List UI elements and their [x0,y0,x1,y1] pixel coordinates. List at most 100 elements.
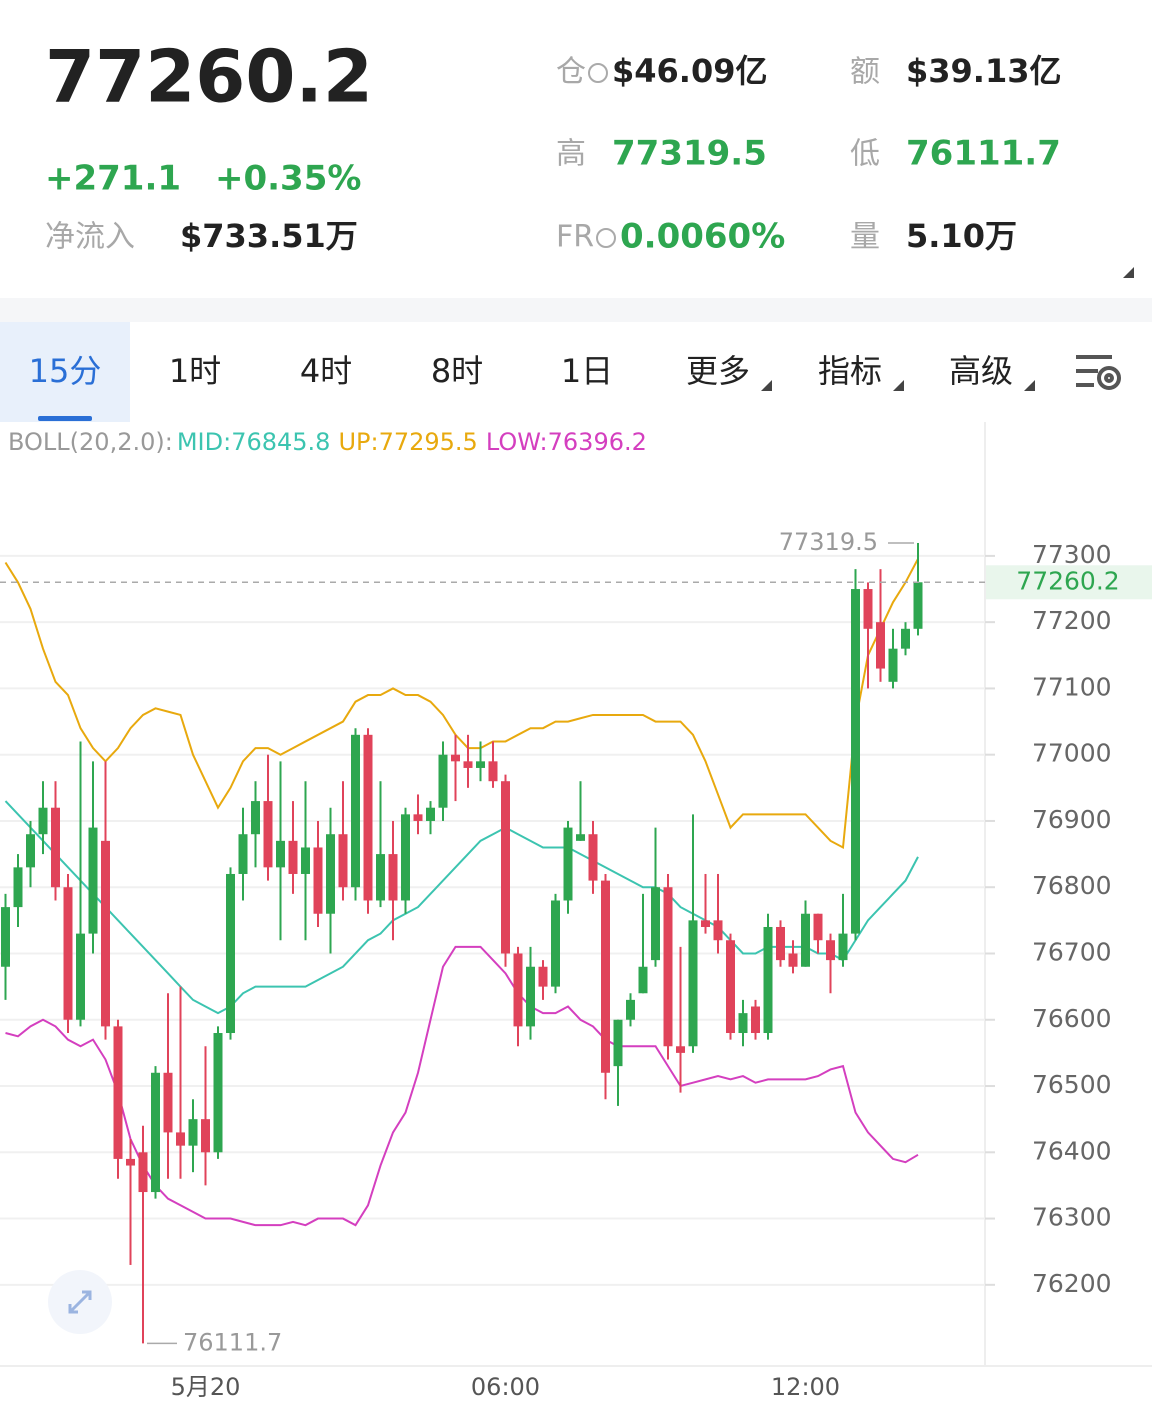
candle-body [688,920,698,1047]
y-tick-label: 77000 [1032,739,1112,768]
candle-body [1,907,10,967]
y-tick-label: 76800 [1032,871,1112,900]
candle-body [326,834,335,914]
candle-body [601,880,610,1073]
candle-body [563,827,573,901]
x-tick-label: 5月20 [171,1373,241,1401]
candle-body [751,1006,760,1034]
candle-body [701,920,710,927]
candle-body [113,1026,123,1159]
tab[interactable]: 15分 [29,352,102,390]
candle-body [51,807,60,888]
info-icon[interactable] [596,228,616,248]
candle-body [76,933,85,1020]
candle-body [251,801,260,835]
tab[interactable]: 1时 [169,352,221,390]
candle-body [313,847,323,914]
candle-body [176,1132,185,1146]
legend-value: 77295.5 [379,428,478,456]
candle-body [826,940,835,961]
candle-body [713,920,723,941]
candle-body [26,834,35,868]
stat-value: 76111.7 [906,134,1061,174]
candle-body [151,1072,160,1193]
candle-body [226,873,235,1034]
candle-body [38,807,48,835]
divider [0,298,1152,322]
candle-body [363,734,373,901]
y-tick-label: 76700 [1032,937,1112,966]
candle-body [351,734,360,888]
tab[interactable]: 8时 [431,352,483,390]
candle-body [576,834,585,841]
stat-value: $39.13亿 [906,52,1062,90]
candle-body [638,966,648,994]
candle-body [776,926,785,961]
candle-body [726,940,735,1034]
candle-body [676,1046,685,1053]
candle-body [738,1013,748,1034]
tab-selected-bg [0,322,130,422]
stat-label: 高 [556,137,586,172]
candle-body [526,966,535,1027]
y-tick-label: 76200 [1032,1269,1112,1298]
stat-label: 低 [850,137,880,172]
stat-value: 0.0060% [620,217,785,257]
legend-value: 76396.2 [548,428,647,456]
last-price-box [986,565,1152,600]
expand-caret[interactable] [1123,267,1134,278]
candle-body [888,648,898,682]
candle-body [488,761,498,782]
tab[interactable]: 4时 [300,352,352,390]
stat-value: 5.10万 [906,217,1017,255]
candle-body [813,913,823,941]
candle-body [301,847,310,874]
candle-body [838,933,848,961]
net-inflow-label: 净流入 [45,220,135,255]
candle-body [851,589,860,934]
candle-body [538,966,548,987]
candle-body [513,953,523,1027]
last-price-label: 77260.2 [1016,566,1119,595]
dropdown-caret [761,380,1035,391]
candle-body [763,926,773,1034]
net-inflow: $733.51万 [180,217,358,255]
candle-body [626,999,635,1020]
candle-body [213,1033,223,1153]
candle-body [476,761,485,768]
min-label: 76111.7 [183,1328,282,1356]
y-tick-label: 77300 [1032,540,1112,569]
settings-icon[interactable] [1076,355,1121,390]
tab-underline [38,416,92,421]
y-tick-label: 76500 [1032,1070,1112,1099]
candle-body [801,913,810,967]
candle-body [663,887,673,1047]
candle-body [463,761,473,768]
candle-body [163,1072,173,1133]
candle-body [376,854,385,901]
candle-body [438,754,448,808]
price: 77260.2 [45,35,373,119]
tab[interactable]: 更多 [686,352,750,390]
tab[interactable]: 高级 [949,352,1013,390]
candle-body [338,834,348,888]
change: +271.1 [45,159,181,199]
candle-body [413,814,423,821]
candle-body [788,953,798,967]
tab[interactable]: 指标 [818,352,882,390]
legend-value: 76845.8 [231,428,330,456]
candle-body [501,781,510,954]
candle-body [188,1119,198,1146]
legend-name: LOW: [486,428,548,456]
candle-body [451,754,460,762]
candle-body [263,801,273,868]
stat-label: FR [556,220,594,255]
tab[interactable]: 1日 [561,352,613,390]
stat-label: 额 [850,55,880,90]
candle-body [401,814,410,901]
candle-body [588,834,598,881]
info-icon[interactable] [588,63,608,83]
fullscreen-icon [68,1290,92,1314]
y-tick-label: 76300 [1032,1203,1112,1232]
y-tick-label: 76900 [1032,805,1112,834]
